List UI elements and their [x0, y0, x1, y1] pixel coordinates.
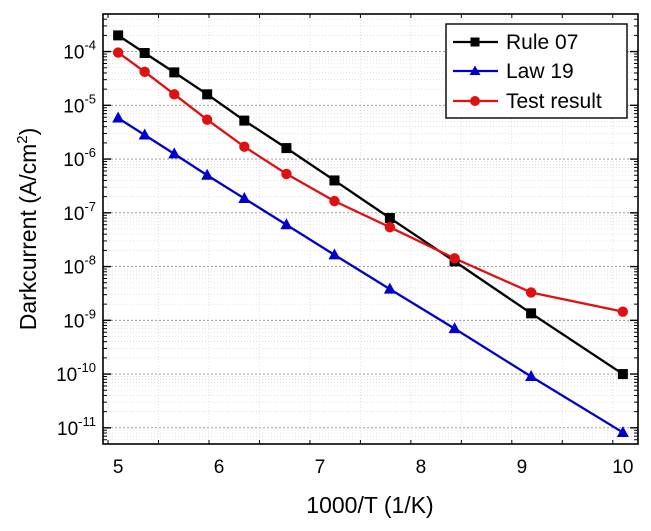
data-point-rule-07	[169, 67, 180, 78]
data-point-law-19	[616, 425, 629, 437]
legend-triangle-marker	[469, 65, 481, 75]
data-point-test-result	[281, 168, 292, 180]
y-tick-label: 10-6	[63, 145, 96, 171]
legend-label-test-result: Test result	[506, 90, 602, 113]
data-point-rule-07	[329, 175, 340, 186]
y-tick-label: 10-4	[63, 38, 96, 64]
data-point-law-19	[328, 248, 341, 260]
y-tick-label: 10-8	[63, 253, 96, 279]
data-point-test-result	[329, 195, 340, 207]
legend-circle-marker	[470, 96, 480, 106]
y-tick-label: 10-7	[63, 199, 96, 225]
series-line-law-19	[117, 117, 624, 434]
data-point-test-result	[169, 89, 180, 100]
data-point-rule-07	[202, 89, 213, 100]
data-point-law-19	[138, 128, 151, 140]
x-tick-label: 6	[214, 457, 225, 478]
legend: Rule 07 Law 19 Test result	[445, 23, 628, 119]
data-point-law-19	[112, 111, 125, 123]
data-point-test-result	[139, 66, 150, 78]
grid-lines	[103, 13, 638, 445]
data-point-test-result	[525, 287, 537, 298]
data-point-test-result	[617, 306, 629, 317]
data-point-law-19	[383, 282, 396, 294]
data-point-test-result	[384, 222, 396, 233]
legend-item-rule07: Rule 07	[453, 31, 578, 54]
data-point-rule-07	[281, 143, 292, 154]
data-point-law-19	[280, 218, 293, 230]
axis-ticks	[103, 13, 638, 445]
data-point-law-19	[168, 147, 181, 159]
y-tick-label: 10-5	[63, 91, 96, 117]
data-point-law-19	[201, 168, 214, 180]
y-axis-title: Darkcurrent (A/cm2)	[14, 128, 41, 331]
legend-item-test-result: Test result	[453, 90, 602, 113]
data-point-rule-07	[113, 30, 124, 41]
data-point-law-19	[238, 191, 251, 203]
data-point-rule-07	[239, 115, 250, 126]
y-tick-label: 10-11	[57, 414, 96, 440]
x-axis-title: 1000/T (1/K)	[306, 492, 433, 518]
x-tick-label: 8	[416, 457, 427, 478]
data-point-rule-07	[617, 369, 628, 380]
legend-label-law19: Law 19	[506, 60, 574, 83]
data-point-test-result	[449, 253, 460, 264]
x-tick-label: 7	[315, 457, 326, 478]
x-tick-label: 10	[612, 457, 633, 478]
data-point-rule-07	[139, 48, 150, 59]
data-point-rule-07	[526, 308, 537, 319]
series-markers	[112, 30, 629, 437]
y-tick-label: 10-10	[56, 360, 96, 386]
data-point-test-result	[112, 47, 124, 58]
data-point-law-19	[448, 322, 461, 334]
data-point-test-result	[201, 114, 213, 125]
legend-square-marker	[470, 37, 480, 47]
y-tick-labels: 10-4 10-5 10-6 10-7 10-8 10-9 10-10 10-11	[56, 38, 96, 440]
legend-item-law19: Law 19	[453, 60, 574, 83]
data-point-rule-07	[384, 213, 395, 224]
x-tick-label: 5	[113, 457, 124, 478]
y-tick-label: 10-9	[63, 306, 96, 332]
x-tick-labels: 5 6 7 8 9 10	[113, 457, 634, 478]
data-point-law-19	[525, 370, 538, 382]
x-tick-label: 9	[517, 457, 528, 478]
legend-label-rule07: Rule 07	[506, 31, 578, 54]
data-point-test-result	[239, 141, 250, 152]
